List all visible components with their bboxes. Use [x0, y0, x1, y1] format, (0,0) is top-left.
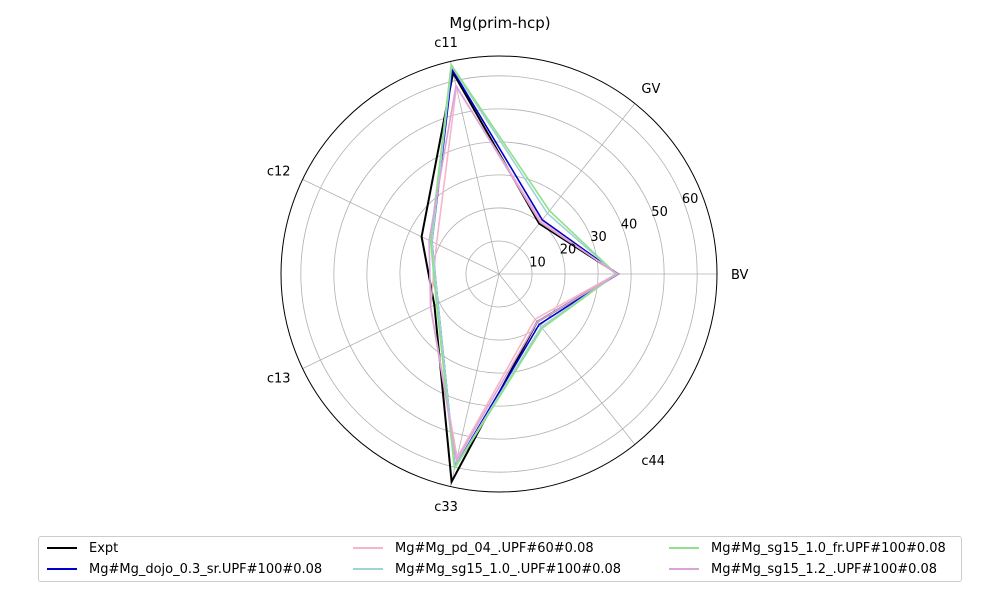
legend-swatch — [47, 546, 77, 549]
axis-label-c13: c13 — [267, 371, 291, 386]
axis-label-c44: c44 — [641, 454, 665, 469]
legend: Expt Mg#Mg_dojo_0.3_sr.UPF#100#0.08 Mg#Mg_… — [38, 536, 962, 582]
legend-swatch — [669, 567, 699, 570]
radial-tick-label: 10 — [529, 255, 546, 270]
legend-label: Expt — [89, 541, 119, 556]
legend-entry: Mg#Mg_sg15_1.0_fr.UPF#100#0.08 — [669, 539, 946, 559]
legend-entry: Mg#Mg_pd_04_.UPF#60#0.08 — [353, 539, 594, 559]
radial-tick-label: 50 — [651, 205, 668, 220]
legend-swatch — [47, 567, 77, 570]
grid-spoke — [302, 273, 500, 369]
legend-label: Mg#Mg_sg15_1.0_fr.UPF#100#0.08 — [711, 541, 946, 556]
radial-tick-label: 30 — [590, 230, 607, 245]
series-line-3 — [431, 63, 618, 470]
radial-tick-label: 60 — [682, 192, 699, 207]
radial-tick-label: 20 — [560, 243, 577, 258]
legend-swatch — [353, 567, 383, 570]
legend-entry: Mg#Mg_sg15_1.2_.UPF#100#0.08 — [669, 560, 937, 580]
radar-series — [420, 62, 620, 486]
axis-label-c11: c11 — [434, 36, 458, 51]
grid-spoke — [498, 273, 636, 445]
legend-swatch — [669, 546, 699, 549]
grid-spoke — [498, 103, 636, 275]
legend-label: Mg#Mg_dojo_0.3_sr.UPF#100#0.08 — [89, 562, 323, 577]
legend-entry: Expt — [47, 539, 118, 559]
series-line-1 — [431, 67, 620, 470]
chart-title: Mg(prim-hcp) — [449, 14, 550, 32]
series-line-2 — [429, 84, 618, 460]
radial-tick-label: 40 — [621, 217, 638, 232]
axis-label-BV: BV — [731, 268, 749, 283]
polar-frame — [280, 55, 718, 493]
legend-entry: Mg#Mg_dojo_0.3_sr.UPF#100#0.08 — [47, 560, 322, 580]
legend-swatch — [353, 546, 383, 549]
grid-spoke — [302, 179, 500, 275]
legend-label: Mg#Mg_sg15_1.2_.UPF#100#0.08 — [711, 562, 938, 577]
axis-label-GV: GV — [641, 82, 660, 97]
series-line-4 — [429, 62, 618, 472]
axis-label-c33: c33 — [434, 500, 458, 515]
series-line-5 — [428, 83, 620, 464]
axis-label-c12: c12 — [267, 165, 291, 180]
legend-entry: Mg#Mg_sg15_1.0_.UPF#100#0.08 — [353, 560, 621, 580]
radar-grid — [280, 55, 718, 493]
legend-label: Mg#Mg_sg15_1.0_.UPF#100#0.08 — [395, 562, 622, 577]
radar-labels: 10 20 30 40 50 60 BV GV c11 c12 c13 c33 c44 — [267, 36, 749, 515]
grid-spoke — [450, 61, 500, 275]
grid-spoke — [450, 273, 500, 487]
legend-label: Mg#Mg_pd_04_.UPF#60#0.08 — [395, 541, 594, 556]
